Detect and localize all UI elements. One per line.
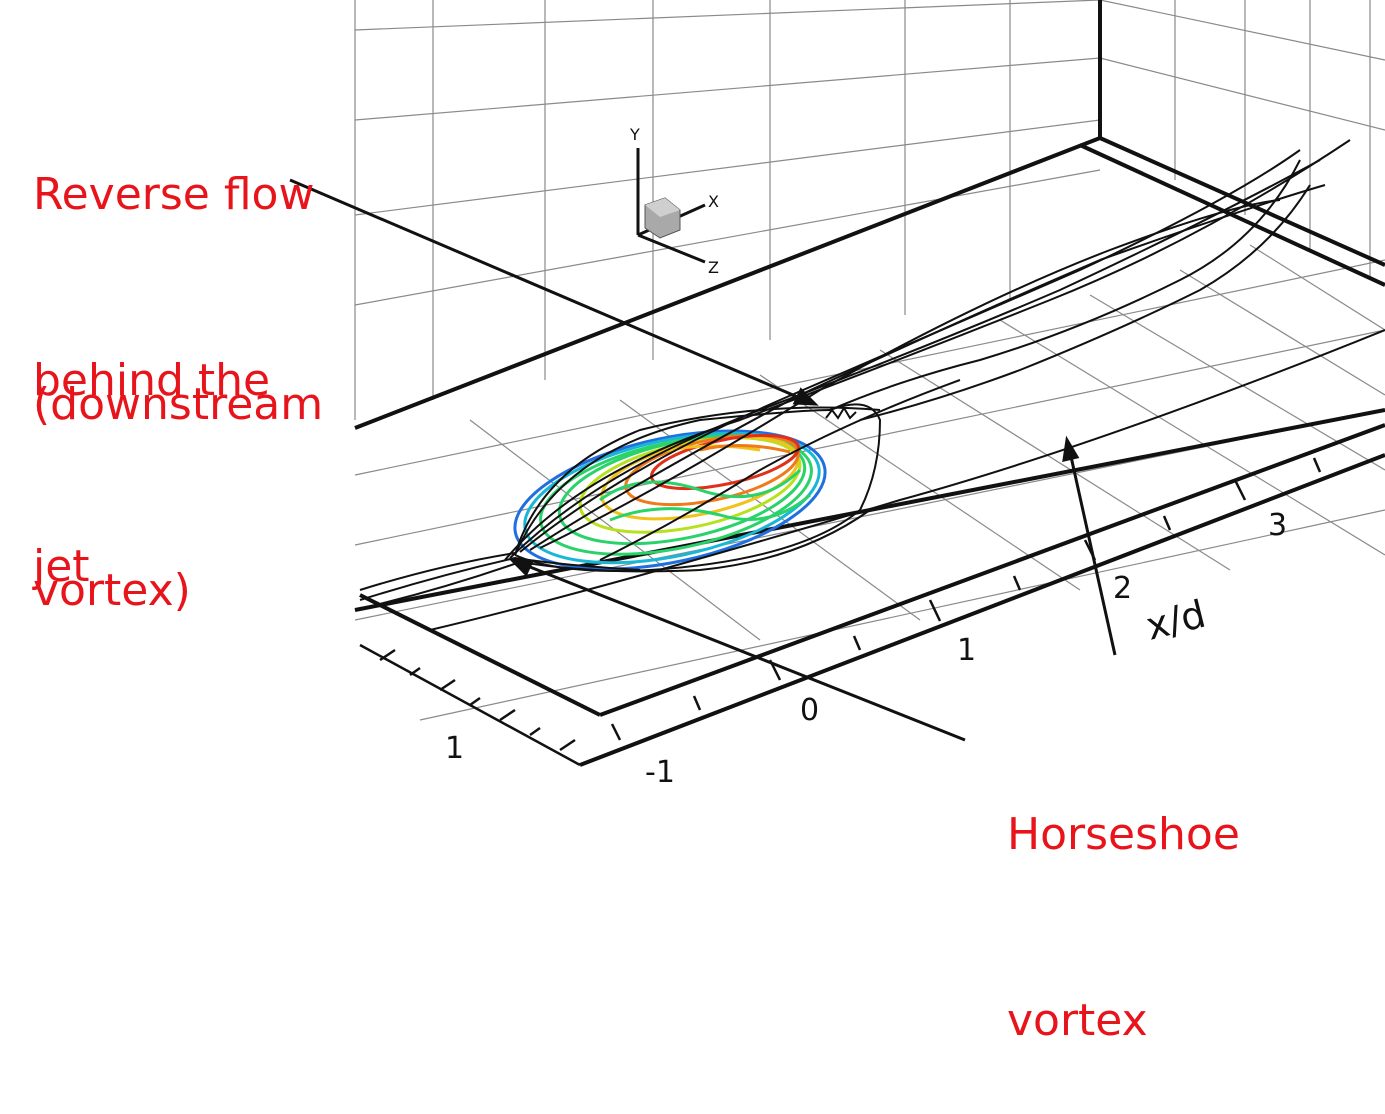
z-tick-neg1: -1 <box>645 755 675 790</box>
horseshoe-line-1: Horseshoe <box>1007 809 1240 860</box>
x-tick-3: 3 <box>1268 508 1287 543</box>
triad-x-label: X <box>708 192 719 211</box>
reverse-flow-annotation: Reverse flow behind the jet <box>33 40 314 660</box>
downstream-vortex-line-2: vortex) <box>33 565 191 616</box>
horseshoe-line-2: vortex <box>1007 995 1148 1046</box>
flow-figure: Y X Z 0 1 2 3 1 -1 x/d <box>289 0 1385 790</box>
reverse-flow-line-3: jet <box>33 541 90 592</box>
reverse-flow-line-2: behind the <box>33 355 271 406</box>
downstream-vortex-line-1: (downstream <box>33 379 324 430</box>
coordinate-triad: Y X Z <box>629 125 719 277</box>
z-tick-1: 1 <box>445 731 464 766</box>
background-grid <box>354 0 1385 420</box>
annotation-arrows <box>289 178 1117 742</box>
x-tick-2: 2 <box>1113 571 1132 606</box>
x-tick-0: 0 <box>800 693 819 728</box>
downstream-vortex-annotation: (downstream vortex) <box>33 250 323 684</box>
horseshoe-arrow <box>524 563 966 742</box>
reverse-flow-arrow <box>289 178 801 400</box>
reverse-flow-line-1: Reverse flow <box>33 169 315 220</box>
streamlines <box>354 139 1385 631</box>
z-axis-ticks <box>359 643 581 767</box>
x-tick-1: 1 <box>957 633 976 668</box>
horseshoe-annotation: Horseshoe vortex <box>1007 680 1240 1114</box>
horseshoe-arrow-2 <box>1068 451 1117 656</box>
triad-z-label: Z <box>708 258 719 277</box>
triad-y-label: Y <box>629 125 640 144</box>
x-axis-title: x/d <box>1142 592 1210 649</box>
domain-edges <box>354 0 1385 767</box>
